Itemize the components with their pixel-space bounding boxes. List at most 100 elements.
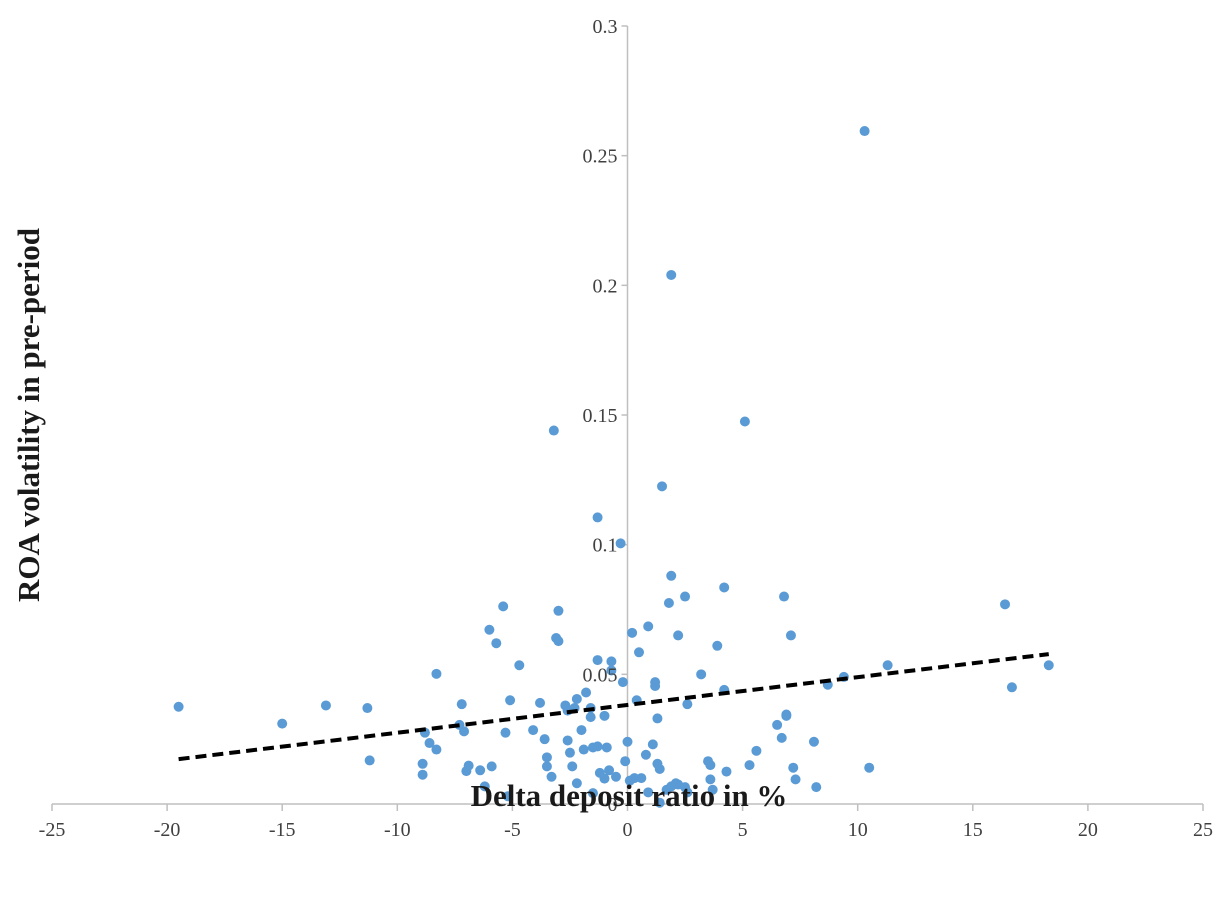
data-point xyxy=(553,605,564,616)
x-tick-label: -15 xyxy=(269,819,296,841)
data-point xyxy=(484,624,495,635)
data-point xyxy=(811,782,822,793)
data-point xyxy=(673,630,684,641)
x-tick-label: 5 xyxy=(738,819,748,841)
data-point xyxy=(776,732,787,743)
data-point xyxy=(277,718,288,729)
data-point xyxy=(548,425,559,436)
data-point xyxy=(173,701,184,712)
data-point xyxy=(587,788,598,799)
data-point xyxy=(808,736,819,747)
data-point xyxy=(417,758,428,769)
data-point xyxy=(739,416,750,427)
data-point xyxy=(578,744,589,755)
trendline xyxy=(178,652,1050,762)
data-point xyxy=(620,756,631,767)
data-point xyxy=(652,713,663,724)
data-point xyxy=(864,762,875,773)
data-point xyxy=(663,598,674,609)
data-point xyxy=(491,638,502,649)
data-point xyxy=(788,762,799,773)
data-point xyxy=(459,726,470,737)
data-point xyxy=(553,636,564,647)
trendline-layer xyxy=(178,652,1050,762)
data-point xyxy=(571,778,582,789)
y-tick-labels: 0 0.05 0.1 0.15 0.2 0.25 0.3 xyxy=(583,16,618,816)
data-point xyxy=(654,797,665,808)
data-point xyxy=(592,741,603,752)
y-tick-label: 0.2 xyxy=(593,275,618,297)
data-point xyxy=(424,738,435,749)
data-point xyxy=(610,771,621,782)
data-point xyxy=(431,668,442,679)
data-point xyxy=(463,760,474,771)
data-point xyxy=(772,719,783,730)
data-point xyxy=(571,693,582,704)
axes xyxy=(51,25,1204,811)
data-point xyxy=(541,752,552,763)
data-point xyxy=(647,739,658,750)
data-point xyxy=(682,787,693,798)
data-points xyxy=(173,126,1054,808)
data-point xyxy=(615,538,626,549)
data-point xyxy=(705,774,716,785)
data-point xyxy=(585,712,596,723)
x-axis-title: Delta deposit ratio in % xyxy=(471,778,788,813)
y-tick-label: 0.1 xyxy=(593,535,618,557)
data-point xyxy=(1006,682,1017,693)
data-point xyxy=(882,660,893,671)
data-point xyxy=(500,727,511,738)
x-tick-label: -10 xyxy=(384,819,411,841)
data-point xyxy=(581,687,592,698)
data-point xyxy=(640,749,651,760)
y-tick-label: 0 xyxy=(608,794,618,816)
data-point xyxy=(498,601,509,612)
y-tick-label: 0.05 xyxy=(583,664,618,686)
data-point xyxy=(779,591,790,602)
data-point xyxy=(719,582,730,593)
x-tick-label: 20 xyxy=(1078,819,1098,841)
data-point xyxy=(604,765,615,776)
data-point xyxy=(601,742,612,753)
data-point xyxy=(599,773,610,784)
data-point xyxy=(431,744,442,755)
y-tick-label: 0.25 xyxy=(583,146,618,168)
data-point xyxy=(514,660,525,671)
data-point xyxy=(606,656,617,667)
x-tick-labels: -25 -20 -15 -10 -5 0 5 10 15 20 25 xyxy=(39,819,1213,841)
data-point xyxy=(528,725,539,736)
data-point xyxy=(790,774,801,785)
x-tick-label: -20 xyxy=(154,819,181,841)
data-point xyxy=(785,630,796,641)
data-point xyxy=(680,591,691,602)
data-point xyxy=(751,745,762,756)
x-tick-label: -5 xyxy=(504,819,521,841)
x-tick-label: -25 xyxy=(39,819,66,841)
y-tick-label: 0.3 xyxy=(593,16,618,38)
data-point xyxy=(564,747,575,758)
data-point xyxy=(592,512,603,523)
data-point xyxy=(707,784,718,795)
data-point xyxy=(622,736,633,747)
x-tick-label: 15 xyxy=(963,819,983,841)
x-tick-label: 0 xyxy=(623,819,633,841)
data-point xyxy=(1000,599,1011,610)
y-tick-label: 0.15 xyxy=(583,405,618,427)
data-point xyxy=(859,126,870,137)
data-point xyxy=(666,570,677,581)
data-point xyxy=(539,734,550,745)
data-point xyxy=(636,773,647,784)
data-point xyxy=(657,481,668,492)
data-point xyxy=(486,761,497,772)
x-tick-label: 25 xyxy=(1193,819,1213,841)
data-point xyxy=(320,700,331,711)
x-tick-label: 10 xyxy=(848,819,868,841)
data-point xyxy=(505,695,516,706)
data-point xyxy=(654,763,665,774)
data-point xyxy=(634,647,645,658)
data-point xyxy=(362,703,373,714)
data-point xyxy=(744,760,755,771)
data-point xyxy=(567,761,578,772)
y-axis-title: ROA volatility in pre-period xyxy=(11,228,46,602)
